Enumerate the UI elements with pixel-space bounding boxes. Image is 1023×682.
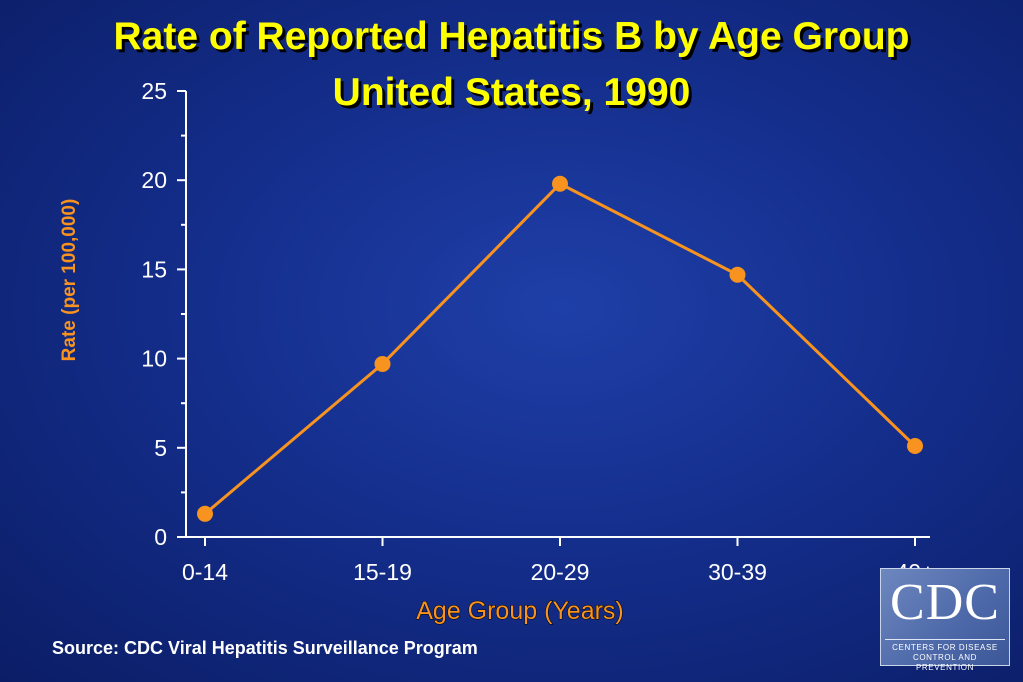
cdc-logo-subtitle: Centers for Disease Control and Preventi…: [885, 643, 1005, 673]
series-line: [204, 182, 917, 515]
y-tick-label: 0: [154, 524, 167, 550]
y-tick-label: 5: [154, 435, 167, 461]
cdc-logo-subtitle-line-2: Control and Prevention: [912, 653, 978, 672]
cdc-logo-wordmark: CDC: [890, 574, 1000, 631]
chart-title-line-2: United States, 1990: [332, 71, 691, 114]
x-tick-label: 15-19: [353, 559, 412, 585]
y-tick-label: 10: [141, 346, 167, 372]
source-note: Source: CDC Viral Hepatitis Surveillance…: [52, 638, 478, 658]
y-axis-title: Rate (per 100,000): [59, 199, 80, 362]
data-point: [907, 438, 923, 455]
data-point: [374, 355, 391, 372]
y-tick-label: 25: [141, 78, 167, 104]
x-axis-title: Age Group (Years): [416, 597, 624, 625]
x-tick-label: 0-14: [182, 559, 228, 585]
y-tick-label: 20: [141, 167, 167, 193]
data-point: [729, 266, 746, 283]
cdc-logo-divider: [885, 639, 1005, 640]
chart-title-line-1: Rate of Reported Hepatitis B by Age Grou…: [113, 15, 910, 58]
x-tick-label: 20-29: [531, 559, 590, 585]
cdc-logo-subtitle-line-1: Centers for Disease: [892, 643, 998, 652]
cdc-logo: CDC Centers for Disease Control and Prev…: [880, 568, 1010, 672]
data-point: [197, 505, 213, 522]
x-tick-label: 30-39: [708, 559, 767, 585]
data-point: [552, 175, 568, 192]
y-tick-label: 15: [141, 256, 167, 282]
